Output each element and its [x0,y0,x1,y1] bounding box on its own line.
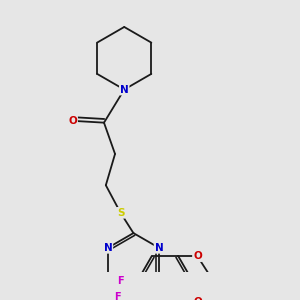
Text: N: N [154,243,163,253]
Text: O: O [193,251,202,261]
Text: F: F [117,276,124,286]
Text: N: N [103,243,112,253]
Text: F: F [114,292,121,300]
Text: S: S [117,208,124,218]
Text: O: O [193,297,202,300]
Text: N: N [120,85,129,94]
Text: O: O [68,116,77,126]
